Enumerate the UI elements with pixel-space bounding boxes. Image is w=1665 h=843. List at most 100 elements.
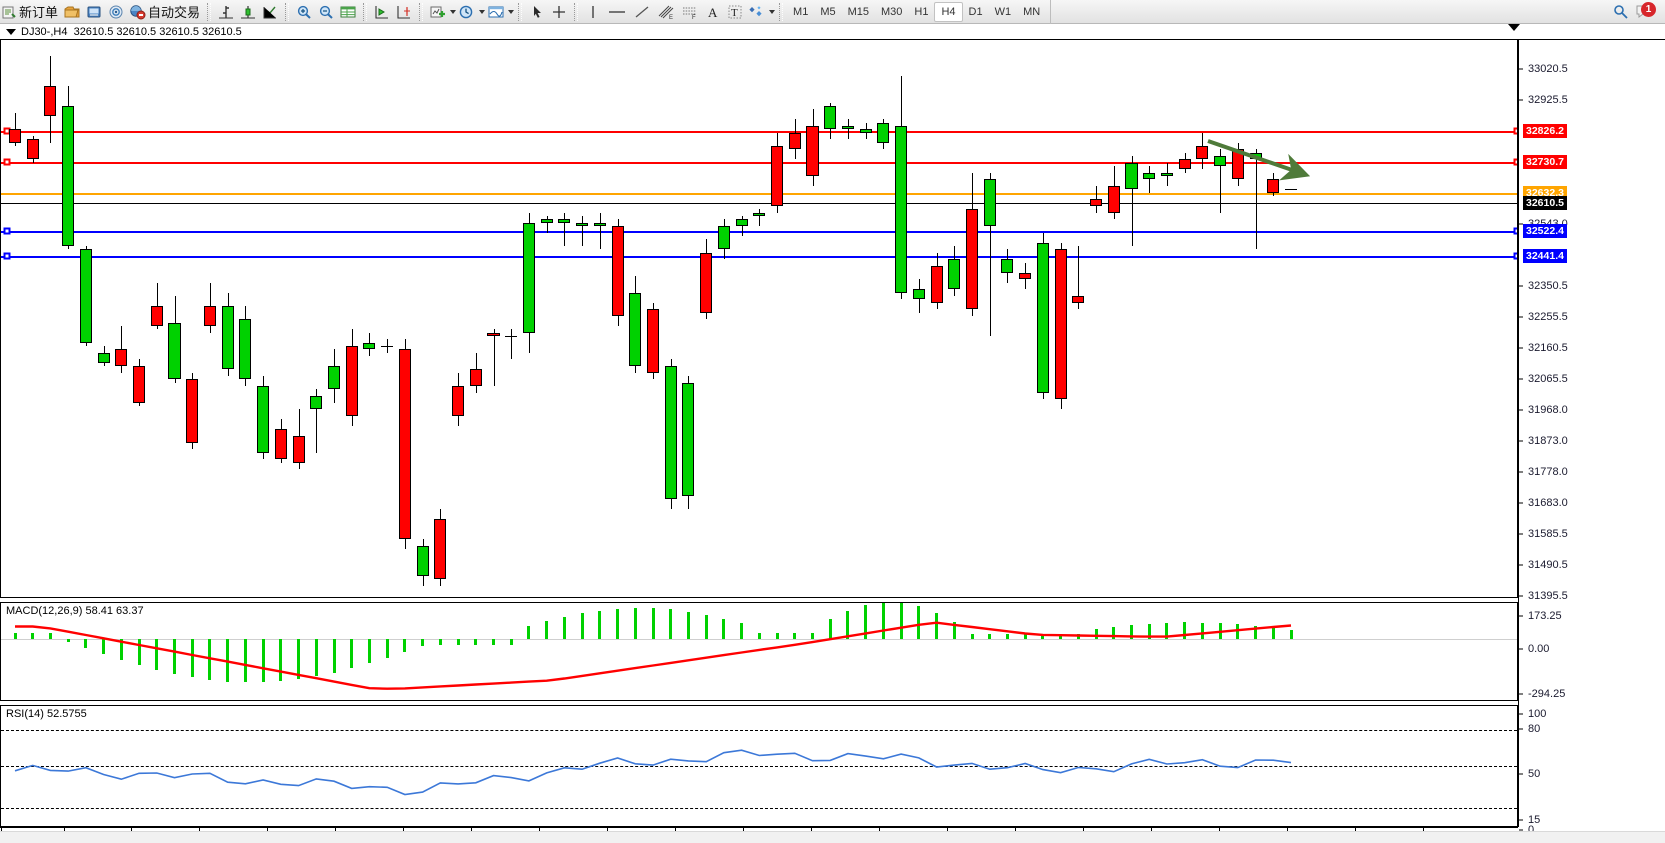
period-dropdown-caret[interactable] [479,9,486,14]
data-window-button[interactable] [337,1,359,23]
rsi-level-15 [1,808,1517,809]
level-anchor-resistance-1[interactable] [1513,158,1517,166]
rsi-label: RSI(14) 52.5755 [6,708,87,720]
timeframe-m30[interactable]: M30 [881,5,903,18]
indicator-tick [1519,648,1523,650]
indicator-tick-label: 15 [1528,814,1541,826]
zoom-in-button[interactable] [293,1,315,23]
candle-body [327,366,341,390]
level-anchor-support-1[interactable] [1513,227,1517,235]
folder-button[interactable] [61,1,83,23]
templates-dropdown-caret[interactable] [508,9,515,14]
price-badge-last-price[interactable]: 32610.5 [1523,196,1567,210]
text-button[interactable]: A [702,1,724,23]
candle-body [629,292,642,366]
macd-histogram-bar [386,638,389,658]
add-indicator-button[interactable] [427,1,449,23]
horizontal-line-button[interactable] [604,1,630,23]
price-badge-resistance-2[interactable]: 32826.2 [1523,124,1567,138]
crosshair-button[interactable] [548,1,570,23]
timeframe-m15[interactable]: M15 [847,5,869,18]
candle-wick [511,329,512,360]
fibonacci-button[interactable]: F [678,1,702,23]
price-badge-resistance-1[interactable]: 32730.7 [1523,155,1567,169]
timeframe-m1[interactable]: M1 [793,5,809,18]
macd-histogram-bar [510,638,513,646]
candle-body [1107,186,1120,213]
rsi-pane[interactable]: RSI(14) 52.5755 [0,705,1518,827]
period-button[interactable] [456,1,478,23]
timeframe-w1[interactable]: W1 [994,5,1012,18]
time-tick [1,828,2,832]
candlestick-chart-button[interactable] [237,1,259,23]
timeframe-h1[interactable]: H1 [914,5,929,18]
chart-shift-button[interactable] [393,1,415,23]
zoom-out-button[interactable] [315,1,337,23]
signal-button[interactable] [105,1,127,23]
vertical-line-button[interactable] [582,1,604,23]
autotrading-button[interactable]: 自动交易 [127,1,203,23]
trendline-button[interactable] [630,1,654,23]
chart-scroll-caret-icon[interactable] [1508,24,1520,31]
level-anchor-support-2[interactable] [1513,252,1517,260]
price-badge-support-2[interactable]: 32441.4 [1523,249,1567,263]
macd-histogram-bar [811,632,814,639]
level-line-last-price[interactable] [1,203,1517,204]
price-badge-support-1[interactable]: 32522.4 [1523,224,1567,238]
macd-histogram-bar [138,638,141,666]
macd-histogram-bar [14,632,17,639]
cursor-button[interactable] [526,1,548,23]
level-line-support-2[interactable] [1,256,1517,258]
candle-wick [564,212,565,246]
new-order-button[interactable]: 新订单 [0,1,61,23]
timeframe-m5[interactable]: M5 [820,5,836,18]
chart-collapse-triangle-icon[interactable] [6,28,16,35]
candle-body [1214,156,1227,166]
templates-button[interactable] [485,1,507,23]
add-indicator-dropdown-caret[interactable] [450,9,457,14]
shapes-dropdown-caret[interactable] [769,9,776,14]
level-anchor-resistance-2[interactable] [1513,127,1517,135]
macd-histogram-bar [403,638,406,652]
macd-histogram-bar [864,604,867,639]
search-button[interactable] [1609,1,1633,23]
candle-body [1160,172,1173,176]
macd-histogram-bar [1254,625,1257,639]
macd-histogram-bar [616,608,619,639]
level-line-resistance-2[interactable] [1,131,1517,133]
svg-text:F: F [692,15,696,20]
time-tick [131,828,132,832]
time-tick [947,828,948,832]
timeframe-d1[interactable]: D1 [968,5,983,18]
candle-body [1001,259,1014,273]
macd-histogram-bar [1024,633,1027,639]
folder-icon [64,6,80,17]
price-tick [1519,68,1523,70]
timeframe-mn[interactable]: MN [1023,5,1041,18]
candle-body [115,349,128,366]
macd-histogram-bar [297,638,300,680]
timeframe-h4[interactable]: H4 [934,1,963,22]
equidistant-channel-button[interactable]: E [654,1,678,23]
terminal-button[interactable] [83,1,105,23]
macd-histogram-bar [173,638,176,675]
price-pane[interactable] [0,40,1518,598]
candle-body [788,132,801,150]
text-label-button[interactable]: T [724,1,746,23]
svg-text:A: A [708,5,718,20]
level-anchor-support-2[interactable] [3,252,11,260]
auto-scroll-button[interactable] [371,1,393,23]
notifications-button[interactable]: 1 [1633,1,1659,23]
level-line-pivot[interactable] [1,193,1517,195]
line-chart-button[interactable] [259,1,281,23]
level-line-resistance-1[interactable] [1,162,1517,164]
candle-wick [848,119,849,140]
bar-chart-button[interactable] [215,1,237,23]
price-scale[interactable]: 33020.532925.532543.032350.532255.532160… [1518,40,1665,836]
candle-body [1072,296,1085,303]
level-line-support-1[interactable] [1,231,1517,233]
macd-pane[interactable]: MACD(12,26,9) 58.41 63.37 [0,602,1518,701]
shapes-button[interactable] [746,1,768,23]
level-anchor-resistance-1[interactable] [3,158,11,166]
level-anchor-support-1[interactable] [3,227,11,235]
